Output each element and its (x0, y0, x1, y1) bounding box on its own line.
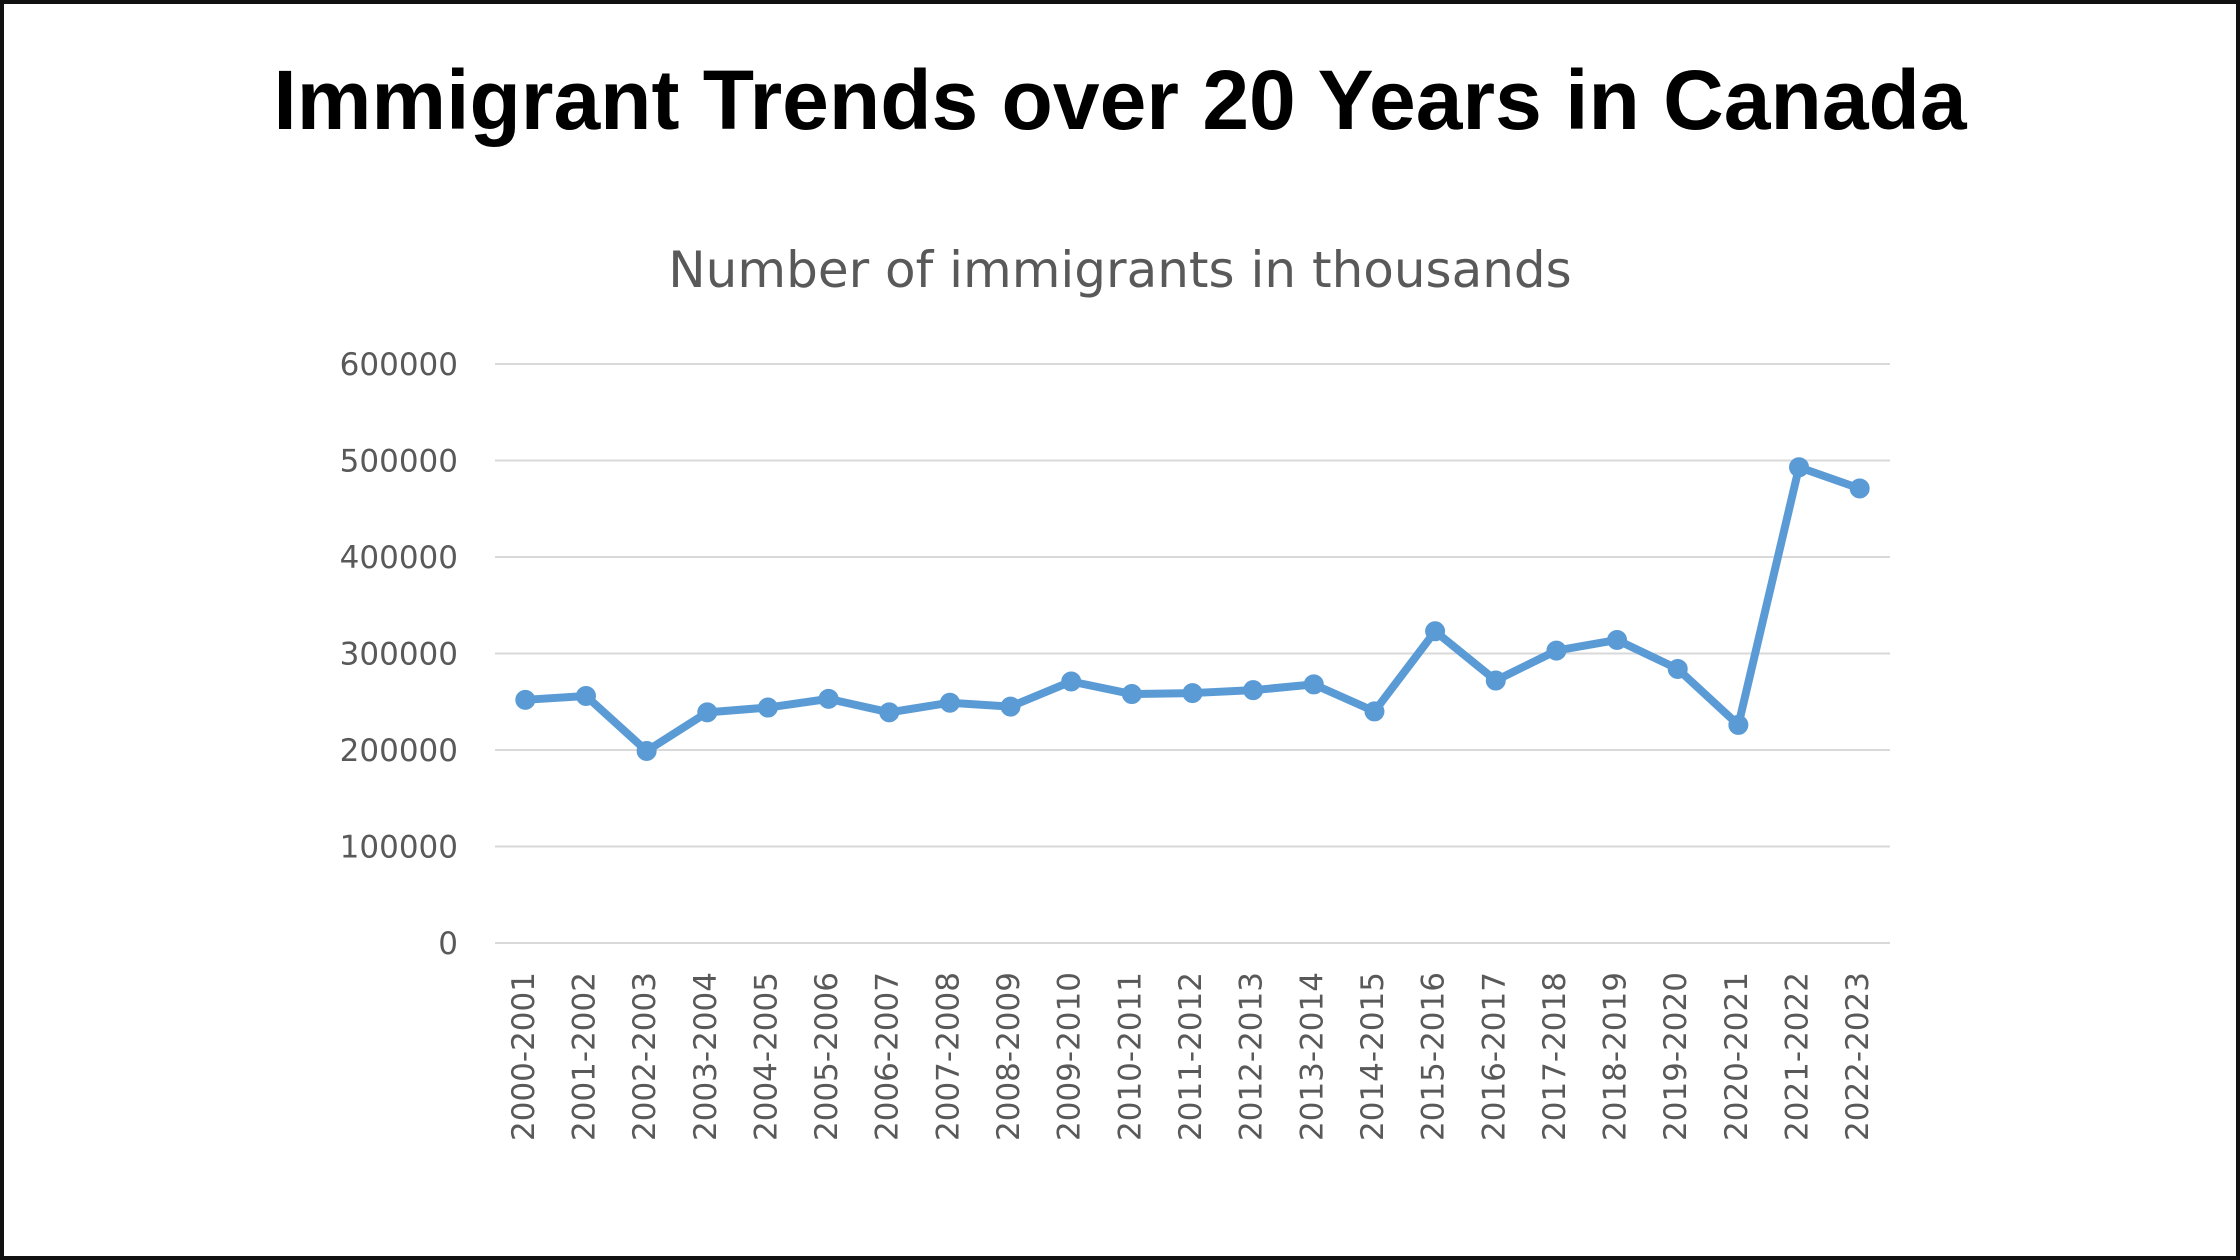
data-point-2004-2005 (757, 697, 778, 718)
y-axis-ticks: 0 100000 200000 300000 400000 500000 600000 (340, 347, 458, 962)
data-point-2003-2004 (697, 702, 718, 723)
data-point-2015-2016 (1425, 621, 1446, 642)
x-tick-label: 2020-2021 (1719, 972, 1755, 1141)
data-point-2007-2008 (939, 692, 960, 713)
page-title: Immigrant Trends over 20 Years in Canada (273, 53, 1967, 147)
data-point-2017-2018 (1546, 640, 1567, 661)
x-tick-label: 2003-2004 (688, 972, 724, 1141)
x-tick-label: 2014-2015 (1355, 972, 1391, 1141)
x-tick-label: 2008-2009 (991, 972, 1027, 1141)
data-point-2010-2011 (1121, 684, 1142, 705)
x-tick-label: 2006-2007 (870, 972, 906, 1141)
x-tick-label: 2013-2014 (1294, 972, 1330, 1141)
x-tick-label: 2007-2008 (930, 972, 966, 1141)
data-point-2006-2007 (879, 702, 900, 723)
chart-title: Number of immigrants in thousands (668, 241, 1571, 299)
data-point-2021-2022 (1789, 457, 1810, 478)
series-group (515, 457, 1870, 761)
y-tick-label: 500000 (340, 444, 458, 480)
x-tick-label: 2015-2016 (1416, 972, 1452, 1141)
y-tick-label: 600000 (340, 347, 458, 383)
data-point-2014-2015 (1364, 701, 1385, 722)
series-line (521, 463, 1864, 755)
data-point-2016-2017 (1485, 670, 1506, 691)
x-tick-label: 2012-2013 (1234, 972, 1270, 1141)
data-point-2002-2003 (636, 740, 657, 761)
x-axis-ticks: 2000-2001 2001-2002 2002-2003 2003-2004 2004… (506, 972, 1876, 1141)
data-point-2001-2002 (575, 685, 596, 706)
x-tick-label: 2018-2019 (1598, 972, 1634, 1141)
x-tick-label: 2010-2011 (1112, 972, 1148, 1141)
y-tick-label: 300000 (340, 637, 458, 673)
data-point-2020-2021 (1728, 714, 1749, 735)
gridlines (495, 363, 1890, 944)
x-tick-label: 2011-2012 (1173, 972, 1209, 1141)
y-tick-label: 100000 (340, 830, 458, 866)
data-point-2013-2014 (1303, 674, 1324, 695)
x-tick-label: 2004-2005 (748, 972, 784, 1141)
data-point-2005-2006 (818, 688, 839, 709)
x-tick-label: 2017-2018 (1537, 972, 1573, 1141)
x-tick-label: 2019-2020 (1658, 972, 1694, 1141)
x-tick-label: 2001-2002 (566, 972, 602, 1141)
x-tick-label: 2000-2001 (506, 972, 542, 1141)
data-point-2011-2012 (1182, 683, 1203, 704)
x-tick-label: 2022-2023 (1840, 972, 1876, 1141)
x-tick-label: 2002-2003 (627, 972, 663, 1141)
x-tick-label: 2009-2010 (1052, 972, 1088, 1141)
data-point-2022-2023 (1849, 478, 1870, 499)
y-tick-label: 0 (438, 926, 458, 962)
x-tick-label: 2005-2006 (809, 972, 845, 1141)
data-point-2000-2001 (515, 689, 536, 710)
data-point-2008-2009 (1000, 696, 1021, 717)
data-point-2012-2013 (1243, 680, 1264, 701)
data-point-2019-2020 (1667, 658, 1688, 679)
y-tick-label: 400000 (340, 540, 458, 576)
x-tick-label: 2021-2022 (1780, 972, 1816, 1141)
data-point-2018-2019 (1607, 629, 1628, 650)
y-tick-label: 200000 (340, 733, 458, 769)
data-point-2009-2010 (1061, 671, 1082, 692)
x-tick-label: 2016-2017 (1476, 972, 1512, 1141)
